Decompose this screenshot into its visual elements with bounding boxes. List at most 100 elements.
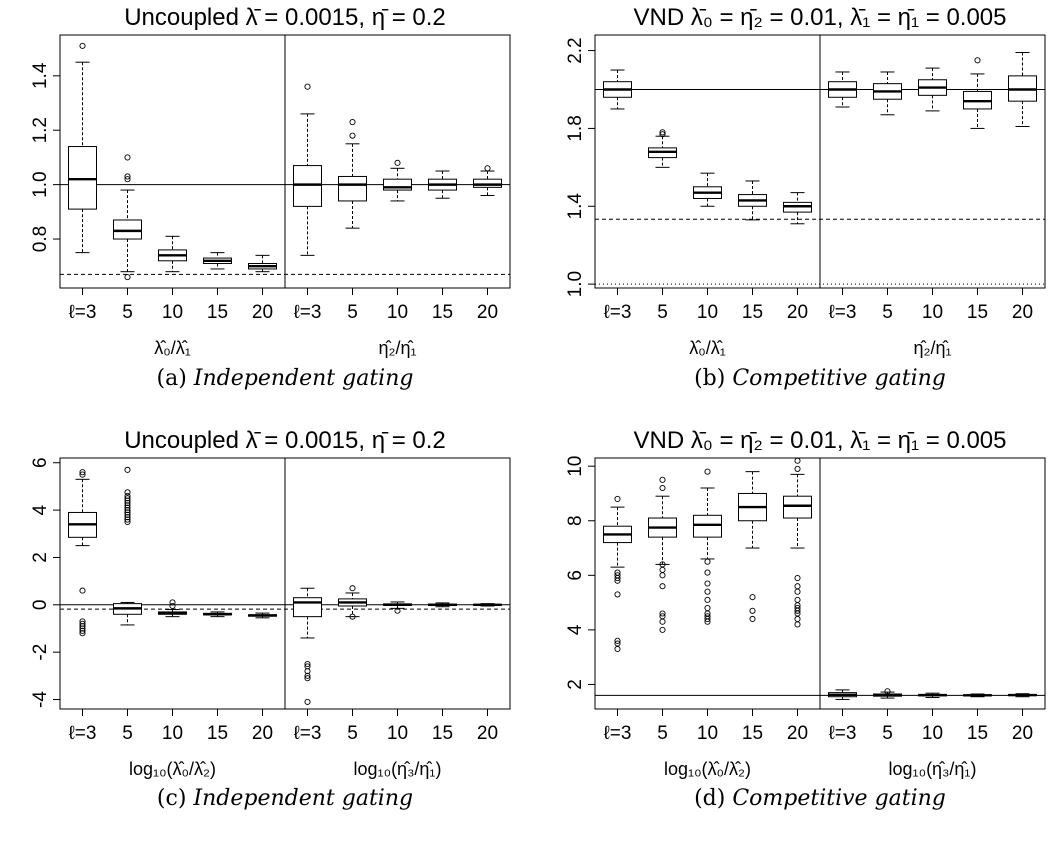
box-10 — [383, 601, 412, 614]
outlier-point — [124, 274, 131, 281]
panel-caption: (d) Competitive gating — [694, 786, 946, 811]
panel-caption: (a) Independent gating — [157, 366, 414, 391]
panel-c: Uncoupled λ̄ = 0.0015, η̄ = 0.2 -4 -2 0 2 4 6 ℓ… — [30, 427, 511, 811]
x-tick-label: 10 — [387, 302, 408, 323]
outlier-point — [304, 83, 311, 90]
outlier-point — [124, 489, 131, 496]
box-20 — [783, 192, 812, 225]
outlier-point — [79, 471, 86, 478]
y-tick-label: 6 — [30, 457, 51, 468]
box-10 — [158, 599, 187, 618]
caption-prefix: (a) — [157, 366, 194, 391]
x-tick-label: 15 — [967, 723, 988, 744]
outlier-point — [124, 511, 131, 518]
outlier-point — [659, 626, 666, 633]
outlier-point — [659, 131, 666, 138]
outlier-point — [124, 497, 131, 504]
group-axis-label: η̂₂/η̂₁ — [913, 338, 951, 358]
outlier-point — [659, 129, 666, 136]
caption-text: Competitive gating — [732, 786, 946, 811]
box-10 — [918, 67, 947, 112]
outlier-point — [79, 627, 86, 634]
box-5 — [873, 71, 902, 116]
outlier-point — [304, 663, 311, 670]
y-tick-label: 0 — [30, 600, 51, 611]
box-20 — [248, 612, 277, 619]
box-15 — [963, 693, 992, 698]
y-tick-label: 6 — [565, 570, 586, 581]
outlier-point — [794, 615, 801, 623]
outlier-point — [124, 514, 131, 521]
outlier-point — [304, 675, 311, 682]
outlier-point — [659, 583, 666, 590]
outlier-point — [794, 583, 801, 590]
outlier-point — [304, 672, 311, 679]
box-5 — [338, 585, 367, 620]
outlier-point — [614, 591, 621, 598]
outlier-point — [349, 119, 356, 126]
outlier-point — [704, 580, 711, 587]
outlier-point — [124, 492, 131, 499]
box-10 — [693, 468, 722, 625]
outlier-point — [659, 572, 666, 579]
box-ℓ=3 — [603, 495, 632, 653]
outlier-point — [394, 607, 401, 614]
box-iqr — [383, 178, 412, 191]
outlier-point — [794, 457, 801, 464]
outlier-point — [704, 569, 711, 576]
outlier-point — [704, 605, 711, 612]
box-10 — [383, 159, 412, 202]
x-tick-label: 15 — [207, 302, 228, 323]
outlier-point — [124, 154, 131, 161]
x-tick-label: 10 — [162, 723, 183, 744]
box-iqr — [113, 219, 142, 240]
box-ℓ=3 — [68, 42, 97, 254]
y-tick-label: 1.0 — [30, 171, 51, 197]
box-iqr — [293, 165, 322, 207]
x-tick-label: 20 — [1012, 723, 1033, 744]
y-tick-label: 1.2 — [30, 117, 51, 143]
box-20 — [1008, 52, 1037, 127]
outlier-point — [394, 159, 401, 166]
outlier-point — [124, 499, 131, 507]
box-15 — [203, 252, 232, 270]
outlier-point — [124, 173, 131, 180]
outlier-point — [659, 610, 666, 617]
box-5 — [113, 154, 142, 281]
box-20 — [473, 165, 502, 197]
x-tick-label: 5 — [882, 302, 893, 323]
y-tick-label: 2 — [565, 679, 586, 690]
caption-prefix: (b) — [694, 366, 732, 391]
outlier-point — [304, 668, 311, 675]
box-5 — [113, 466, 142, 626]
y-tick-label: -2 — [30, 644, 51, 661]
box-20 — [783, 457, 812, 628]
chart-title: Uncoupled λ̄ = 0.0015, η̄ = 0.2 — [124, 427, 446, 454]
outlier-point — [794, 607, 801, 614]
x-tick-label: 10 — [922, 302, 943, 323]
x-tick-label: 10 — [387, 723, 408, 744]
box-5 — [648, 476, 677, 633]
outlier-point — [79, 630, 86, 637]
outlier-point — [79, 623, 86, 630]
box-10 — [693, 172, 722, 207]
caption-text: Independent gating — [193, 366, 414, 391]
y-tick-label: 4 — [30, 504, 51, 515]
x-tick-label: 20 — [252, 302, 273, 323]
box-15 — [738, 471, 767, 623]
box-iqr — [338, 175, 367, 202]
outlier-point — [704, 588, 711, 595]
group-axis-label: log₁₀(λ̂₀/λ̂₂) — [664, 759, 751, 779]
x-tick-label: 20 — [252, 723, 273, 744]
box-ℓ=3 — [828, 71, 857, 108]
box-ℓ=3 — [603, 69, 632, 110]
x-tick-label: 5 — [657, 723, 668, 744]
x-tick-label: 5 — [882, 723, 893, 744]
box-20 — [1008, 693, 1037, 698]
y-tick-label: 0.8 — [30, 226, 51, 252]
box-ℓ=3 — [828, 689, 857, 700]
x-tick-label: ℓ=3 — [69, 723, 97, 744]
box-iqr — [783, 495, 812, 519]
caption-prefix: (d) — [694, 786, 732, 811]
outlier-point — [124, 504, 131, 511]
